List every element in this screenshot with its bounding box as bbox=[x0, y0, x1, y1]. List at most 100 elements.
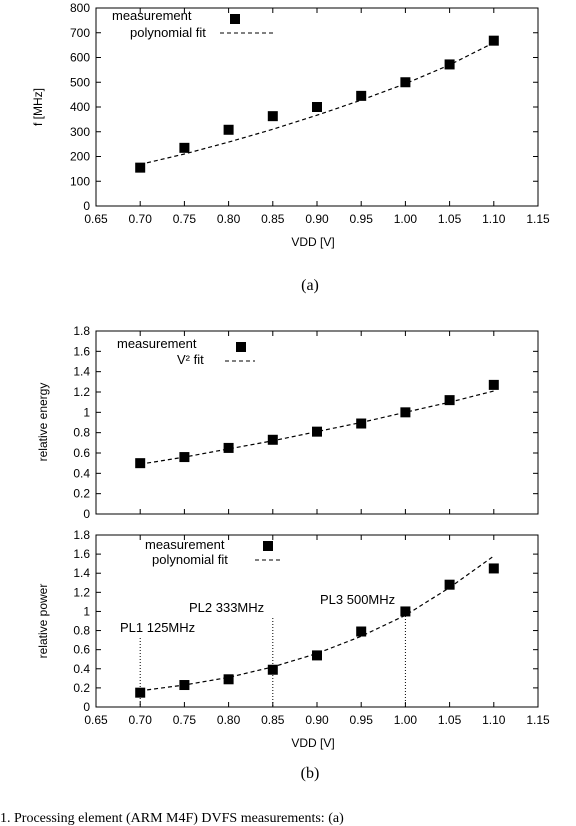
legend-marker bbox=[236, 342, 246, 352]
x-tick-label: 0.75 bbox=[173, 212, 197, 226]
x-tick-label: 0.80 bbox=[217, 713, 241, 727]
measurement-point bbox=[135, 162, 146, 173]
measurement-point bbox=[356, 90, 367, 101]
x-tick-label: 1.10 bbox=[482, 212, 506, 226]
annotation-label: PL3 500MHz bbox=[320, 592, 395, 607]
x-tick-label: 0.70 bbox=[129, 212, 153, 226]
measurement-point bbox=[267, 111, 278, 122]
legend-label-measurement: measurement bbox=[117, 336, 197, 351]
x-tick-label: 0.95 bbox=[350, 212, 374, 226]
y-tick-label: 1.6 bbox=[73, 344, 90, 358]
measurement-point bbox=[488, 35, 499, 46]
y-tick-label: 1.6 bbox=[73, 547, 90, 561]
y-tick-label: 200 bbox=[70, 150, 90, 164]
x-tick-label: 0.75 bbox=[173, 713, 197, 727]
x-tick-label: 0.65 bbox=[84, 212, 108, 226]
y-tick-label: 1.2 bbox=[73, 385, 90, 399]
measurement-point bbox=[223, 442, 234, 453]
y-axis-title: relative energy bbox=[36, 383, 50, 462]
x-tick-label: 0.95 bbox=[350, 713, 374, 727]
x-tick-label: 1.00 bbox=[394, 713, 418, 727]
x-tick-label: 0.70 bbox=[129, 713, 153, 727]
y-tick-label: 0.2 bbox=[73, 487, 90, 501]
annotation-label: PL2 333MHz bbox=[189, 600, 264, 615]
measurement-point bbox=[488, 563, 499, 574]
x-tick-label: 0.90 bbox=[305, 212, 329, 226]
measurement-point bbox=[400, 606, 411, 617]
measurement-point bbox=[267, 664, 278, 675]
y-tick-label: 1.2 bbox=[73, 585, 90, 599]
x-tick-label: 1.15 bbox=[526, 212, 550, 226]
y-tick-label: 700 bbox=[70, 26, 90, 40]
legend-label-fit: V² fit bbox=[177, 352, 204, 367]
plot-frame bbox=[95, 330, 539, 515]
x-tick-label: 0.65 bbox=[84, 713, 108, 727]
footer-text: 1. Processing element (ARM M4F) DVFS mea… bbox=[0, 811, 344, 826]
measurement-point bbox=[356, 418, 367, 429]
y-tick-label: 0.6 bbox=[73, 446, 90, 460]
fit-line bbox=[140, 555, 495, 692]
y-tick-label: 0.6 bbox=[73, 643, 90, 657]
measurement-point bbox=[488, 379, 499, 390]
fit-line bbox=[140, 390, 494, 465]
measurement-point bbox=[444, 579, 455, 590]
legend-label-fit: polynomial fit bbox=[130, 25, 206, 40]
y-tick-label: 500 bbox=[70, 75, 90, 89]
x-tick-label: 1.10 bbox=[482, 713, 506, 727]
measurement-point bbox=[312, 426, 322, 437]
measurement-point bbox=[312, 102, 322, 112]
y-axis-title: relative power bbox=[36, 584, 50, 659]
y-tick-label: 600 bbox=[70, 51, 90, 65]
y-tick-label: 0.4 bbox=[73, 662, 90, 676]
x-axis-title: VDD [V] bbox=[291, 235, 334, 249]
annotation-label: PL1 125MHz bbox=[120, 620, 195, 635]
legend-label-measurement: measurement bbox=[112, 8, 192, 23]
x-tick-label: 0.85 bbox=[261, 212, 285, 226]
y-tick-label: 100 bbox=[70, 174, 90, 188]
chart-b-bottom: 0 0.2 0.4 0.6 0.8 1 1.2 1.4 1.6 1.8 0.65 0.70 0.75 0.… bbox=[36, 528, 550, 750]
y-tick-label: 1.8 bbox=[73, 528, 90, 542]
y-tick-label: 300 bbox=[70, 125, 90, 139]
y-tick-label: 1 bbox=[83, 405, 90, 419]
measurement-point bbox=[356, 626, 367, 637]
x-tick-label: 1.05 bbox=[438, 212, 462, 226]
y-tick-label: 0.2 bbox=[73, 681, 90, 695]
y-tick-label: 1 bbox=[83, 604, 90, 618]
chart-a: 0 100 200 300 400 500 600 700 800 0.65 0.70 0.75 0.8… bbox=[31, 1, 550, 249]
measurement-point bbox=[135, 687, 146, 698]
measurement-point bbox=[135, 458, 146, 469]
x-tick-label: 0.80 bbox=[217, 212, 241, 226]
caption-a: (a) bbox=[301, 277, 319, 294]
x-tick-label: 0.90 bbox=[305, 713, 329, 727]
legend-label-measurement: measurement bbox=[145, 537, 225, 552]
y-tick-label: 0 bbox=[83, 700, 90, 714]
measurement-point bbox=[223, 674, 234, 685]
x-tick-label: 1.15 bbox=[526, 713, 550, 727]
y-tick-label: 0.8 bbox=[73, 426, 90, 440]
x-tick-label: 1.00 bbox=[394, 212, 418, 226]
chart-b-top: 0 0.2 0.4 0.6 0.8 1 1.2 1.4 1.6 1.8 relative energ… bbox=[36, 324, 539, 521]
measurement-point bbox=[267, 434, 278, 445]
caption-b: (b) bbox=[301, 765, 320, 782]
legend-marker bbox=[230, 14, 240, 24]
legend-label-fit: polynomial fit bbox=[152, 552, 228, 567]
y-tick-label: 0 bbox=[83, 507, 90, 521]
measurement-point bbox=[400, 407, 411, 418]
legend-marker bbox=[263, 541, 273, 551]
y-tick-label: 0.4 bbox=[73, 466, 90, 480]
y-tick-label: 1.4 bbox=[73, 566, 90, 580]
y-axis-title: f [MHz] bbox=[31, 88, 45, 126]
y-tick-label: 400 bbox=[70, 100, 90, 114]
y-tick-label: 0 bbox=[83, 199, 90, 213]
measurement-point bbox=[444, 395, 455, 406]
x-axis-title: VDD [V] bbox=[291, 736, 334, 750]
x-tick-label: 1.05 bbox=[438, 713, 462, 727]
y-tick-label: 800 bbox=[70, 1, 90, 15]
y-tick-label: 1.4 bbox=[73, 365, 90, 379]
measurement-point bbox=[223, 124, 234, 135]
measurement-point bbox=[179, 142, 190, 153]
measurement-point bbox=[312, 650, 322, 661]
y-tick-label: 0.8 bbox=[73, 624, 90, 638]
fit-line bbox=[140, 42, 495, 165]
